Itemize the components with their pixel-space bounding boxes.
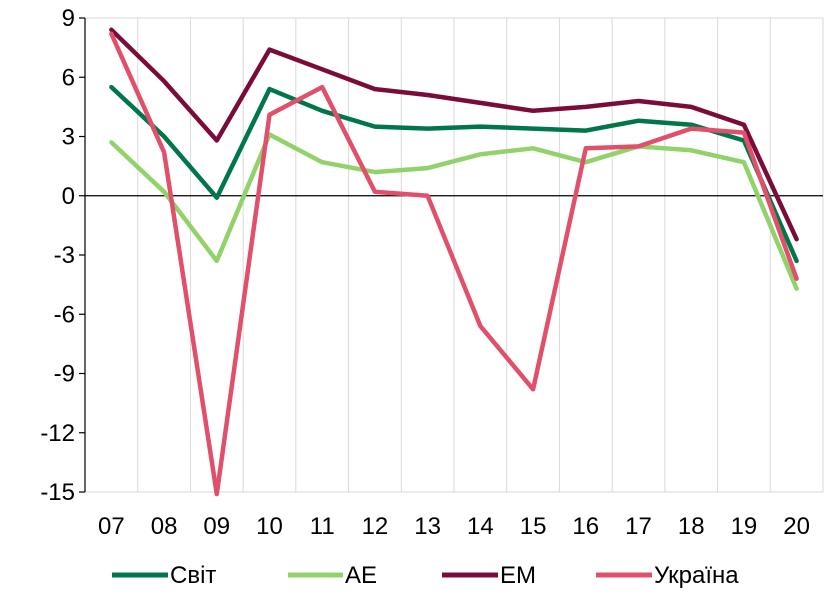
x-tick-label: 18 — [678, 513, 705, 540]
legend-label: AE — [345, 562, 377, 589]
legend: Світ AE EM Україна — [112, 562, 739, 589]
y-tick-label: 0 — [62, 183, 75, 210]
x-tick-label: 10 — [256, 513, 283, 540]
y-tick-label: 6 — [62, 64, 75, 91]
grid — [84, 17, 824, 493]
x-tick-label: 17 — [625, 513, 652, 540]
x-tick-label: 13 — [414, 513, 441, 540]
series-line-3 — [109, 31, 799, 497]
x-tick-label: 12 — [362, 513, 389, 540]
y-tick-label: -3 — [54, 242, 75, 269]
x-tick-label: 09 — [203, 513, 230, 540]
legend-item-1: AE — [288, 562, 377, 589]
y-tick-label: -6 — [54, 301, 75, 328]
series-line-0 — [109, 84, 799, 264]
y-tick-label: 3 — [62, 124, 75, 151]
x-tick-label: 15 — [520, 513, 547, 540]
x-tick-label: 20 — [783, 513, 810, 540]
x-tick-label: 14 — [467, 513, 494, 540]
y-tick-label: -9 — [54, 361, 75, 388]
series-line-2 — [109, 27, 799, 242]
axes — [79, 17, 823, 493]
x-tick-label: 16 — [572, 513, 599, 540]
series-line-1 — [109, 132, 799, 291]
x-tick-label: 08 — [151, 513, 178, 540]
tick-labels: 9 6 3 0 -3 -6 -9 -12 -15 07 08 09 10 11 12 13 14 15 16 17 18… — [40, 5, 810, 540]
legend-label: Україна — [654, 562, 739, 589]
x-tick-label: 19 — [731, 513, 758, 540]
x-tick-label: 11 — [310, 513, 335, 540]
legend-label: Світ — [170, 562, 216, 589]
y-tick-label: -15 — [40, 479, 75, 506]
series — [109, 27, 799, 497]
legend-item-2: EM — [442, 562, 536, 589]
y-tick-label: 9 — [62, 5, 75, 32]
legend-item-3: Україна — [596, 562, 739, 589]
legend-label: EM — [500, 562, 536, 589]
x-tick-label: 07 — [98, 513, 125, 540]
legend-item-0: Світ — [112, 562, 216, 589]
y-tick-label: -12 — [40, 420, 75, 447]
